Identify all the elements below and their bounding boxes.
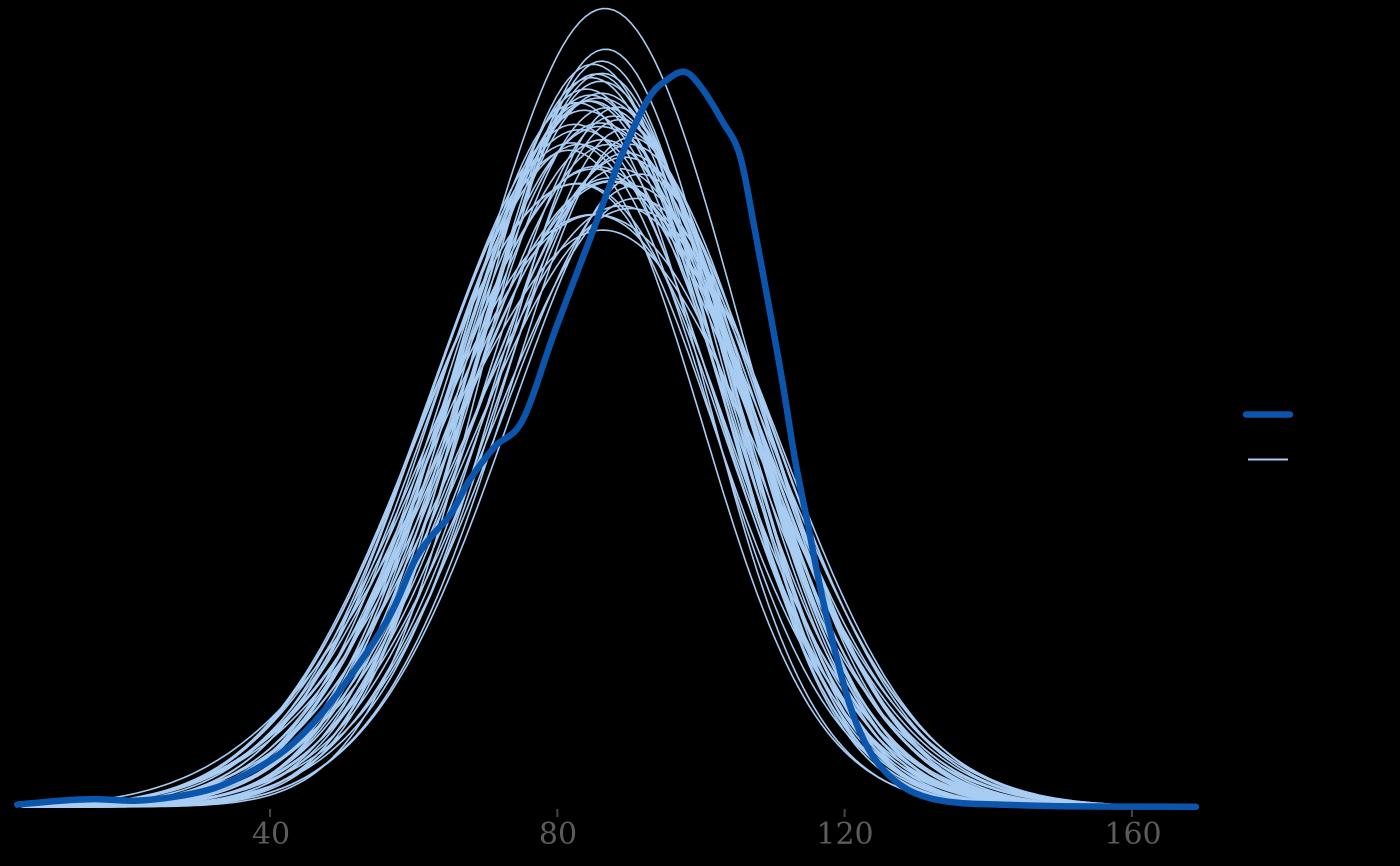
replicated-density-curve-21 (21, 123, 1190, 808)
replicated-density-curve-25 (21, 173, 1190, 808)
replicated-density-curve-33 (21, 168, 1190, 808)
replicated-density-curve-11 (21, 197, 1190, 808)
replicated-density-curve-4 (21, 128, 1190, 808)
replicated-density-curve-32 (21, 136, 1190, 808)
replicated-density-curve-35 (21, 143, 1190, 808)
replicated-density-curve-13 (21, 213, 1190, 808)
replicated-density-curve-31 (21, 122, 1190, 808)
x-tick-label-160: 160 (1104, 817, 1162, 852)
replicated-density-curve-28 (21, 167, 1190, 808)
x-tick-label-80: 80 (538, 817, 578, 852)
replicated-density-curve-41 (21, 185, 1190, 808)
replicated-density-curve-42 (21, 125, 1190, 808)
replicated-density-curve-5 (21, 165, 1190, 808)
replicated-density-curve-47 (21, 156, 1190, 808)
replicated-density-curve-38 (21, 76, 1190, 808)
replicated-density-curve-10 (21, 142, 1190, 808)
replicated-density-curve-39 (21, 143, 1190, 808)
replicated-density-curve-8 (21, 180, 1190, 808)
x-tick-label-120: 120 (816, 817, 874, 852)
replicated-density-curve-27 (21, 63, 1190, 808)
replicated-density-curve-48 (21, 100, 1190, 808)
replicated-density-curve-50 (21, 179, 1190, 808)
replicated-density-curve-45 (21, 72, 1190, 808)
replicated-density-curve-3 (21, 118, 1190, 808)
replicated-density-curve-34 (21, 115, 1190, 808)
replicated-density-curve-37 (21, 204, 1190, 808)
observed-density-curve (13, 68, 1200, 811)
replicated-density-curve-19 (21, 151, 1190, 808)
replicated-density-curve-16 (21, 177, 1190, 808)
replicated-density-curve-46 (21, 183, 1190, 808)
replicated-density-curve-18 (21, 182, 1190, 808)
x-tick-label-40: 40 (251, 817, 291, 852)
replicated-density-curve-22 (21, 207, 1190, 808)
replicated-density-curve-24 (21, 149, 1190, 808)
replicated-density-curve-26 (21, 138, 1190, 808)
replicated-density-curve-1 (21, 7, 1190, 808)
replicated-density-curve-9 (21, 73, 1190, 808)
replicated-density-curve-44 (21, 100, 1190, 808)
replicated-density-curve-6 (21, 143, 1190, 808)
replicated-density-curve-30 (21, 229, 1190, 808)
replicated-density-curve-40 (21, 213, 1190, 808)
